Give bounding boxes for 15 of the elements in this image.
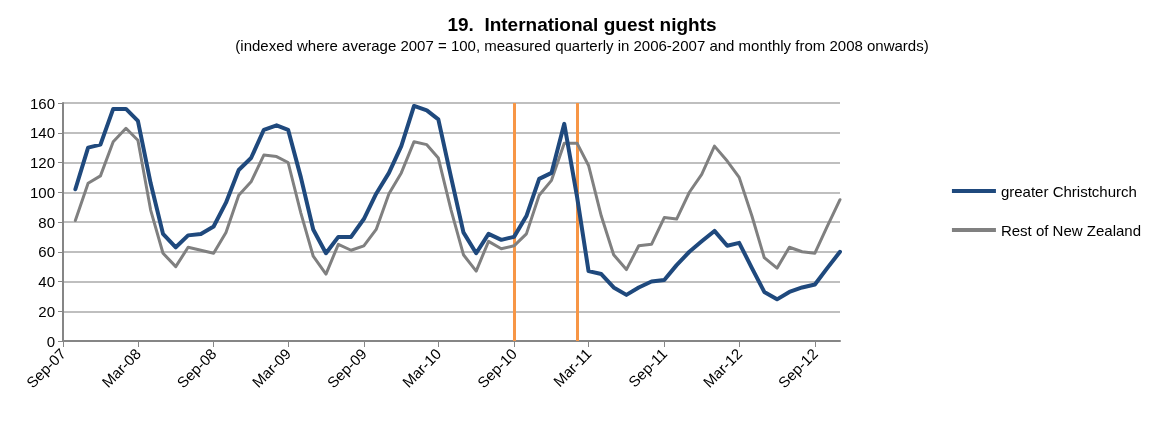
line-series [73, 126, 842, 276]
y-tick-label: 140 [29, 124, 55, 142]
line-series [73, 103, 842, 302]
chart-title: 19. International guest nights [447, 14, 717, 35]
y-tick-label: 100 [29, 183, 55, 201]
y-tick-label: 20 [38, 302, 55, 320]
y-tick-label: 80 [38, 213, 55, 231]
y-tick-label: 60 [38, 243, 55, 261]
y-tick-label: 120 [29, 154, 55, 171]
y-tick-label: 40 [38, 273, 55, 290]
legend-label: greater Christchurch [1000, 182, 1137, 200]
chart-subtitle: (indexed where average 2007 = 100, measured quarterly in 2006-2007 and monthly from 2008 onwards) [235, 37, 929, 54]
legend-label: Rest of New Zealand [1000, 221, 1142, 239]
y-tick-label: 0 [46, 332, 55, 350]
y-tick-label: 160 [29, 94, 55, 112]
